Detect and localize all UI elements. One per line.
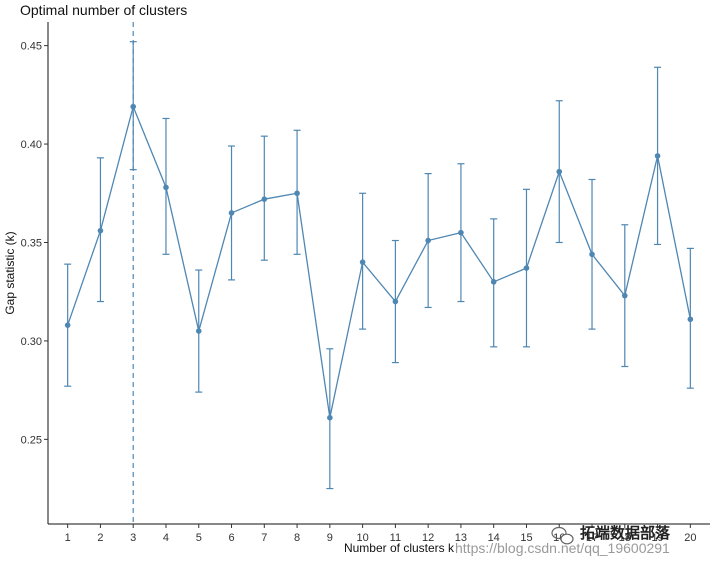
x-tick-label: 12 — [422, 532, 434, 544]
data-point — [458, 229, 464, 236]
data-point — [130, 103, 137, 110]
data-point — [359, 259, 366, 265]
x-tick-label: 7 — [261, 532, 267, 544]
data-point — [589, 251, 595, 258]
watermark-url: https://blog.csdn.net/qq_19600291 — [455, 540, 670, 556]
x-axis-label: Number of clusters k — [344, 541, 455, 555]
axes — [47, 22, 710, 525]
data-point — [163, 184, 169, 191]
x-tick-label: 5 — [196, 532, 202, 544]
x-tick-label: 14 — [488, 532, 500, 544]
data-point — [294, 190, 300, 197]
x-tick-label: 10 — [356, 532, 368, 544]
x-tick-label: 4 — [163, 532, 169, 544]
wechat-icon — [551, 526, 574, 545]
data-point — [97, 227, 104, 234]
watermark: 拓端数据部落 https://blog.csdn.net/qq_19600291 — [455, 524, 671, 556]
data-point — [64, 322, 71, 328]
y-tick-label: 0.35 — [21, 237, 42, 249]
x-tick-label: 19 — [651, 532, 663, 544]
watermark-brand: 拓端数据部落 — [580, 524, 671, 542]
x-tick-label: 11 — [390, 532, 401, 544]
y-tick-label: 0.30 — [21, 336, 42, 348]
x-tick-label: 18 — [619, 532, 631, 544]
error-bars — [64, 41, 694, 490]
data-points — [64, 103, 694, 421]
data-point — [327, 414, 333, 421]
y-tick-label: 0.25 — [21, 434, 42, 446]
x-tick-label: 3 — [130, 532, 136, 544]
x-tick-label: 2 — [97, 532, 103, 544]
x-tick-label: 20 — [684, 532, 696, 544]
y-ticks: 0.25 0.30 0.35 0.40 0.45 — [21, 41, 48, 446]
y-tick-label: 0.45 — [21, 41, 42, 53]
data-point — [654, 153, 661, 159]
data-point — [228, 210, 235, 216]
data-point — [392, 298, 399, 305]
data-point — [195, 328, 202, 334]
series-line — [67, 104, 691, 418]
data-point — [687, 316, 694, 323]
series-line-layer — [67, 104, 691, 418]
x-tick-label: 6 — [228, 532, 234, 544]
y-tick-label: 0.40 — [21, 139, 42, 151]
x-tick-label: 9 — [327, 532, 333, 544]
data-point — [490, 279, 497, 285]
data-point — [261, 196, 268, 202]
x-tick-label: 17 — [586, 532, 598, 544]
data-point — [556, 168, 563, 175]
x-tick-label: 1 — [65, 532, 71, 544]
x-tick-label: 8 — [294, 532, 300, 544]
data-point — [523, 265, 530, 271]
data-point — [621, 292, 628, 299]
data-point — [425, 237, 431, 244]
y-axis-label: Gap statistic (k) — [3, 231, 17, 314]
chart-title: Optimal number of clusters — [20, 2, 187, 18]
x-tick-label: 15 — [520, 532, 532, 544]
x-tick-label: 13 — [455, 532, 467, 544]
